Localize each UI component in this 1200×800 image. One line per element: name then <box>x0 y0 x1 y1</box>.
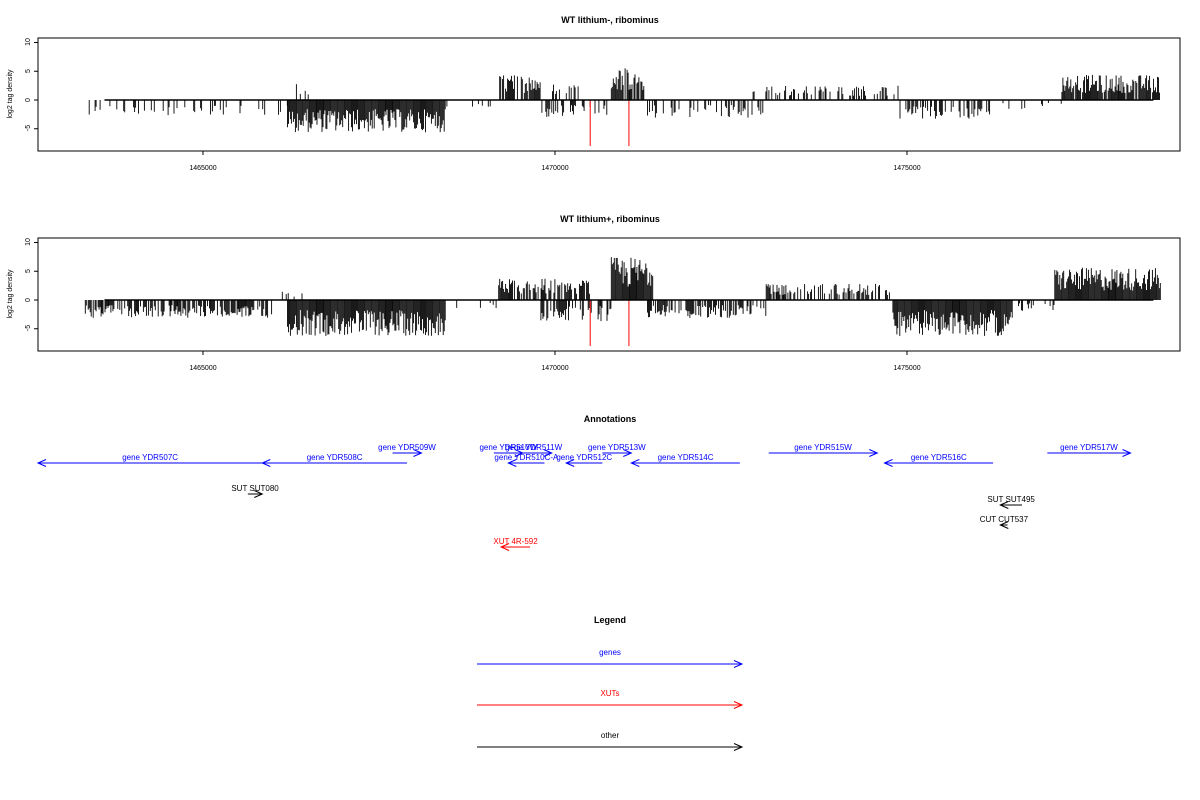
annotation-gene: gene YDR509W <box>378 443 436 457</box>
annotation-gene: gene YDR516C <box>883 453 994 467</box>
panel-1: WT lithium-, ribominus log2 tag density … <box>7 15 921 172</box>
panel-2: WT lithium+, ribominus log2 tag density … <box>7 214 921 372</box>
annotation-arrowhead <box>413 449 423 457</box>
panel-2-title: WT lithium+, ribominus <box>560 214 660 224</box>
legend-item-XUTs: XUTs <box>477 689 744 709</box>
annotation-gene: gene YDR514C <box>630 453 740 467</box>
legend-label: other <box>601 731 620 740</box>
panel-2-ytick-0: 0 <box>25 298 32 302</box>
legend-label: genes <box>599 648 621 657</box>
annotation-gene: gene YDR515W <box>768 443 879 457</box>
annotation-label: SUT SUT495 <box>987 495 1035 504</box>
annotation-label: gene YDR510C-A <box>494 453 559 462</box>
panel-1-ylabel: log2 tag density <box>7 69 14 119</box>
annotation-arrowhead <box>630 459 640 467</box>
annotation-gene: gene YDR512C <box>556 453 612 467</box>
annotation-arrowhead <box>261 459 271 467</box>
panel-2-ytick-10: 10 <box>25 238 32 246</box>
panel-2-xtick-1470000: 1470000 <box>541 365 568 372</box>
panel-2-ytick-5: 5 <box>25 269 32 273</box>
annotation-arrowhead <box>869 449 879 457</box>
annotation-label: gene YDR507C <box>122 453 178 462</box>
panel-1-ytick-0: 0 <box>25 98 32 102</box>
annotation-gene: gene YDR517W <box>1047 443 1132 457</box>
annotation-other: SUT SUT495 <box>987 495 1035 509</box>
annotation-xut: XUT 4R-592 <box>493 537 538 551</box>
annotation-label: gene YDR517W <box>1060 443 1118 452</box>
panel-2-xtick-1475000: 1475000 <box>893 365 920 372</box>
annotation-gene: gene YDR510C-A <box>494 453 559 467</box>
panel-1-xtick-1470000: 1470000 <box>541 165 568 172</box>
panel-1-xtick-1475000: 1475000 <box>893 165 920 172</box>
annotation-label: gene YDR514C <box>658 453 714 462</box>
panel-1-y-axis: 10 5 0 -5 <box>25 38 32 131</box>
legend-item-other: other <box>477 731 744 751</box>
panel-1-ytick-10: 10 <box>25 38 32 46</box>
legend-item-genes: genes <box>477 648 744 668</box>
panel-1-title: WT lithium-, ribominus <box>561 15 659 25</box>
annotation-gene: gene YDR508C <box>261 453 407 467</box>
annotation-arrowhead <box>999 521 1009 529</box>
annotation-arrowhead <box>564 459 575 467</box>
panel-2-ytick-minus5: -5 <box>25 325 32 331</box>
annotations-panel: Annotations gene YDR507C gene YDR508C gene… <box>36 414 1132 551</box>
annotation-label: gene YDR516C <box>911 453 967 462</box>
annotation-label: SUT SUT080 <box>231 484 279 493</box>
annotation-arrowhead <box>499 543 510 551</box>
annotation-label: gene YDR508C <box>307 453 363 462</box>
annotation-gene: gene YDR507C <box>36 453 263 467</box>
panel-2-bars <box>84 257 1161 336</box>
legend-title: Legend <box>594 615 626 625</box>
annotation-arrowhead <box>883 459 893 467</box>
annotation-other: CUT CUT537 <box>980 515 1029 529</box>
legend-arrowhead <box>733 743 744 751</box>
annotation-gene: gene YDR513W <box>588 443 646 457</box>
legend-label: XUTs <box>600 689 619 698</box>
annotation-arrowhead <box>36 459 47 467</box>
panel-1-frame <box>37 37 1181 152</box>
panel-1-plot <box>34 37 1181 155</box>
annotation-gene: gene YDR511W <box>505 443 563 457</box>
legend-arrowhead <box>733 701 744 709</box>
annotation-other: SUT SUT080 <box>231 484 279 498</box>
annotations-title: Annotations <box>584 414 637 424</box>
panel-1-ytick-5: 5 <box>25 69 32 73</box>
annotation-label: gene YDR511W <box>505 443 563 452</box>
annotation-arrowhead <box>999 501 1009 509</box>
annotation-label: gene YDR515W <box>794 443 852 452</box>
panel-1-ytick-minus5: -5 <box>25 125 32 131</box>
annotation-arrowhead <box>1122 449 1132 457</box>
panel-2-ylabel: log2 tag density <box>7 269 14 319</box>
annotation-arrowhead <box>623 449 633 457</box>
panel-2-xtick-1465000: 1465000 <box>189 365 216 372</box>
annotation-label: gene YDR509W <box>378 443 436 452</box>
annotation-label: XUT 4R-592 <box>493 537 538 546</box>
annotation-arrowhead <box>543 449 553 457</box>
annotation-label: CUT CUT537 <box>980 515 1029 524</box>
legend: Legend genes XUTs other <box>477 615 744 751</box>
annotation-label: gene YDR512C <box>556 453 612 462</box>
annotation-label: gene YDR510W <box>479 443 537 452</box>
legend-arrowhead <box>733 660 744 668</box>
panel-2-frame <box>37 237 1181 352</box>
panel-2-plot <box>34 237 1181 355</box>
annotation-arrowhead <box>254 490 264 498</box>
panel-1-xtick-1465000: 1465000 <box>189 165 216 172</box>
annotation-label: gene YDR513W <box>588 443 646 452</box>
panel-1-bars <box>88 68 1160 133</box>
annotation-arrowhead <box>507 459 517 467</box>
